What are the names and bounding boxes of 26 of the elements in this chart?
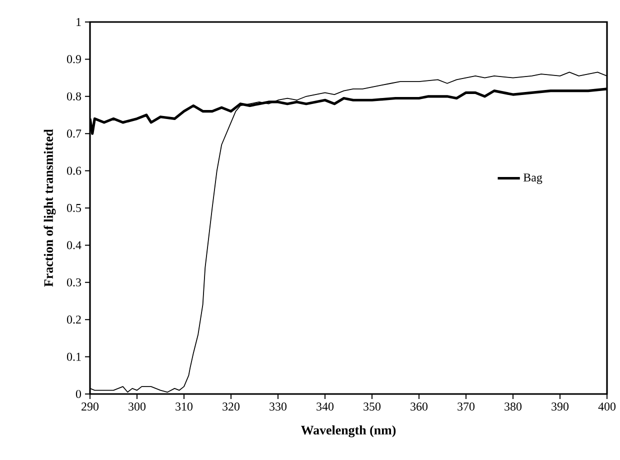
y-tick-label: 0.7 [66, 130, 82, 138]
y-tick-label: 0.2 [66, 316, 81, 324]
y-tick-label: 0 [76, 390, 82, 398]
legend-label: Bag [523, 174, 542, 184]
x-tick-label: 290 [82, 402, 99, 411]
x-tick-label: 330 [270, 402, 287, 411]
y-tick-label: 0.4 [66, 241, 82, 250]
y-tick-label: 0.3 [66, 278, 82, 286]
x-tick-label: 390 [552, 402, 569, 411]
x-tick-label: 300 [128, 402, 146, 411]
y-tick-label: 0.9 [66, 55, 81, 64]
y-tick-label: 0.1 [66, 352, 81, 361]
x-tick-label: 320 [222, 402, 240, 411]
x-tick-label: 340 [316, 402, 334, 411]
y-tick-label: 0.6 [66, 166, 82, 175]
y-tick-label: 0.8 [66, 92, 82, 100]
x-tick-label: 360 [410, 402, 428, 411]
y-tick-label: 0.5 [66, 204, 82, 212]
x-tick-label: 350 [364, 402, 381, 411]
x-tick-label: 310 [176, 402, 193, 411]
x-tick-label: 370 [458, 402, 475, 411]
y-tick-label: 1 [76, 18, 81, 26]
x-axis-title: Wavelength (nm) [301, 425, 396, 438]
x-tick-label: 400 [598, 402, 616, 411]
y-axis-title: Fraction of light transmitted [44, 129, 56, 287]
x-tick-label: 380 [504, 402, 522, 411]
